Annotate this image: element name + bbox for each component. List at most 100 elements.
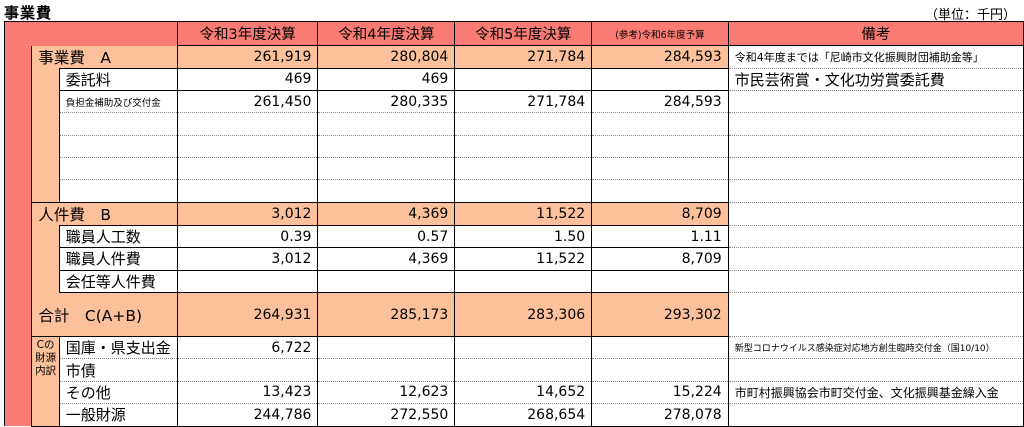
table-row: その他 13,423 12,623 14,652 15,224 市町村振興協会市… xyxy=(5,381,1024,405)
cell-value: 4,369 xyxy=(317,201,455,226)
cell-value: 293,302 xyxy=(591,292,729,338)
cell-value: 0.57 xyxy=(317,224,455,248)
row-label: 会任等人件費 xyxy=(58,269,178,294)
cell-value xyxy=(317,336,455,360)
cell-value: 4,369 xyxy=(317,247,455,271)
cell-value: 284,593 xyxy=(591,45,729,68)
cell-value: 268,654 xyxy=(454,403,592,427)
cell-value xyxy=(454,336,592,360)
cell-remark xyxy=(727,358,1024,382)
side-band xyxy=(3,336,32,427)
cell-value: 3,012 xyxy=(176,201,318,226)
cell-value: 3,012 xyxy=(176,247,318,271)
side-band xyxy=(3,292,32,337)
cell-remark xyxy=(727,202,1024,226)
inset-band xyxy=(31,68,60,203)
cell-value xyxy=(591,269,729,294)
header-corner xyxy=(4,21,178,46)
cell-value: 271,784 xyxy=(454,89,592,114)
cell-value: 278,078 xyxy=(591,403,729,427)
unit-label: （単位：千円） xyxy=(924,8,1016,23)
cell-value: 469 xyxy=(176,67,318,91)
cell-value: 8,709 xyxy=(591,201,729,226)
row-label: 職員人件費 xyxy=(58,247,178,271)
table-row: 職員人件費 3,012 4,369 11,522 8,709 xyxy=(5,247,1024,271)
cell-remark xyxy=(727,403,1024,427)
cell-value: 272,550 xyxy=(317,403,455,427)
table-row xyxy=(5,135,1024,159)
row-label: 人件費 B xyxy=(31,201,178,226)
inset-band xyxy=(31,225,60,293)
row-label: 国庫・県支出金 xyxy=(58,336,178,360)
row-label: 事業費 A xyxy=(31,45,178,68)
row-label: 市債 xyxy=(58,358,178,382)
header-r3: 令和3年度決算 xyxy=(176,21,319,46)
cell-remark xyxy=(727,270,1024,294)
cell-remark xyxy=(727,225,1024,249)
cell-value: 15,224 xyxy=(591,381,729,405)
cell-value: 1.50 xyxy=(454,224,592,248)
table-row: Cの財源内訳 国庫・県支出金 6,722 新型コロナウイルス感染症対応地方創生臨… xyxy=(3,336,1024,427)
cell-value: 1.11 xyxy=(591,224,729,248)
table-row: 一般財源 244,786 272,550 268,654 278,078 xyxy=(5,403,1024,427)
cell-value xyxy=(317,269,455,294)
cell-value: 280,335 xyxy=(317,89,455,114)
cell-value xyxy=(454,67,592,91)
cell-value: 261,450 xyxy=(176,89,318,114)
budget-table: 令和3年度決算 令和4年度決算 令和5年度決算 (参考)令和6年度予算 備考 事… xyxy=(3,21,1024,427)
cell-value: 11,522 xyxy=(454,201,592,226)
table-row: 人件費 B 3,012 4,369 11,522 8,709 xyxy=(5,201,1024,226)
row-label: 合計 C(A+B) xyxy=(31,292,178,338)
side-band xyxy=(3,225,32,293)
table-row xyxy=(5,179,1024,203)
row-label: 職員人工数 xyxy=(58,224,178,248)
header-r5: 令和5年度決算 xyxy=(454,21,593,46)
header-row: 令和3年度決算 令和4年度決算 令和5年度決算 (参考)令和6年度予算 備考 xyxy=(4,21,1024,46)
row-label: 委託料 xyxy=(58,67,178,91)
cell-remark: 令和4年度までは「尼崎市文化振興財団補助金等」 xyxy=(727,45,1024,69)
cell-value xyxy=(454,358,592,382)
cell-value xyxy=(454,269,592,294)
cell-value: 261,919 xyxy=(176,45,318,68)
cell-value xyxy=(591,358,729,382)
cell-value: 280,804 xyxy=(317,45,455,68)
header-r6: (参考)令和6年度予算 xyxy=(591,21,729,46)
table-row xyxy=(5,157,1024,181)
cell-value: 6,722 xyxy=(176,336,318,360)
cell-value xyxy=(176,358,318,382)
cell-value: 469 xyxy=(317,67,455,91)
cell-value: 13,423 xyxy=(176,381,318,405)
cell-value: 8,709 xyxy=(591,247,729,271)
cell-remark: 新型コロナウイルス感染症対応地方創生臨時交付金（国10/10） xyxy=(727,336,1024,360)
cell-value xyxy=(176,269,318,294)
table-row: 会任等人件費 xyxy=(5,269,1024,294)
row-label: その他 xyxy=(58,381,178,405)
table-row: 市債 xyxy=(5,358,1024,382)
header-remarks: 備考 xyxy=(727,21,1024,46)
zaigen-label: Cの財源内訳 xyxy=(31,336,60,427)
cell-remark: 市民芸術賞・文化功労賞委託費 xyxy=(727,68,1024,91)
cell-value: 11,522 xyxy=(454,247,592,271)
table-row: 事業費 A 261,919 280,804 271,784 284,593 令和… xyxy=(3,45,1024,226)
page-title: 事業費 xyxy=(4,4,53,22)
cell-value xyxy=(591,67,729,91)
cell-value: 244,786 xyxy=(176,403,318,427)
table-row: 委託料 469 469 市民芸術賞・文化功労賞委託費 xyxy=(5,67,1024,203)
cell-value: 283,306 xyxy=(454,292,592,338)
cell-remark xyxy=(727,292,1024,338)
table-row: 負担金補助及び交付金 261,450 280,335 271,784 284,5… xyxy=(5,89,1024,114)
cell-remark xyxy=(727,247,1024,271)
cell-value: 14,652 xyxy=(454,381,592,405)
header-r4: 令和4年度決算 xyxy=(317,21,456,46)
cell-value: 12,623 xyxy=(317,381,455,405)
side-band xyxy=(3,45,32,226)
table-row: 職員人工数 0.39 0.57 1.50 1.11 xyxy=(3,224,1024,293)
table-row: 合計 C(A+B) 264,931 285,173 283,306 293,30… xyxy=(3,292,1024,338)
cell-value: 0.39 xyxy=(176,224,318,248)
cell-value: 284,593 xyxy=(591,89,729,114)
table-row xyxy=(5,112,1024,136)
cell-value: 264,931 xyxy=(176,292,318,338)
cell-remark xyxy=(727,90,1024,114)
cell-remark: 市町村振興協会市町交付金、文化振興基金繰入金 xyxy=(727,381,1024,405)
cell-value: 285,173 xyxy=(317,292,455,338)
